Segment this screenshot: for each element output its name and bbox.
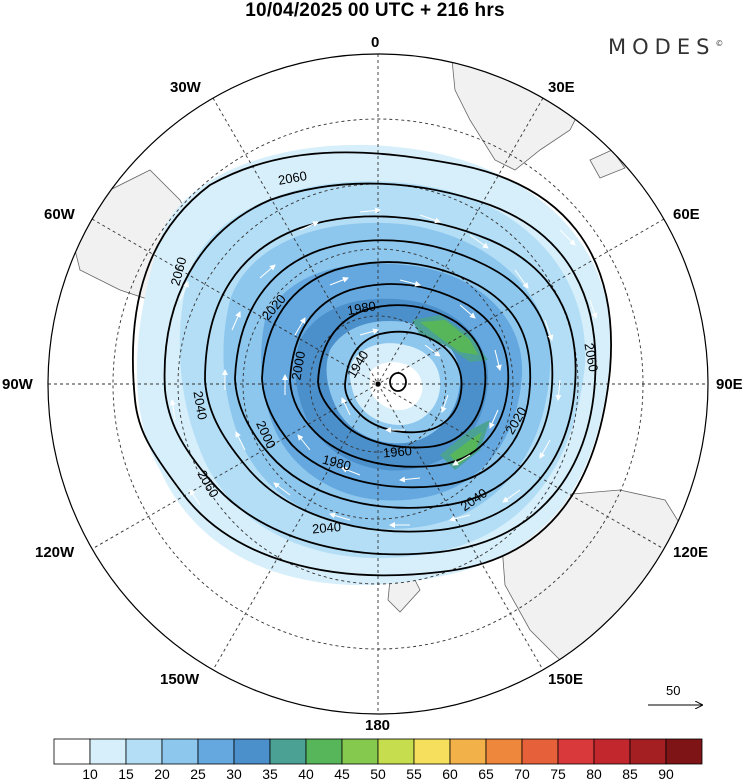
colorbar-label: 45 (334, 766, 350, 782)
contour-label: 1980 (346, 298, 377, 318)
shade-jet-45-a (420, 320, 478, 355)
lon-label-180: 180 (365, 717, 391, 734)
colorbar-swatch (341, 738, 379, 765)
colorbar-label: 50 (370, 766, 386, 782)
colorbar-label: 55 (406, 766, 422, 782)
lon-label-0: 0 (371, 34, 380, 51)
map-border (47, 53, 709, 715)
colorbar-label: 85 (622, 766, 638, 782)
brand-logo: MODES© (608, 35, 723, 59)
colorbar-swatch (125, 738, 163, 765)
colorbar-label: 10 (82, 766, 98, 782)
colorbar (53, 738, 703, 765)
contour-label: 1960 (382, 443, 412, 460)
colorbar-label: 15 (118, 766, 134, 782)
colorbar-swatch (305, 738, 343, 765)
lon-label-90w: 90W (2, 376, 33, 393)
lon-label-60e: 60E (673, 206, 700, 223)
colorbar-swatch (377, 738, 415, 765)
brand-text: MODES (608, 35, 716, 59)
colorbar-swatch (593, 738, 631, 765)
colorbar-label: 25 (190, 766, 206, 782)
colorbar-swatch (485, 738, 523, 765)
shade-core-10 (370, 362, 423, 411)
lon-label-30w: 30W (170, 79, 201, 96)
contour-label: 2060 (277, 168, 308, 188)
map-disk (48, 54, 708, 714)
colorbar-label: 60 (442, 766, 458, 782)
colorbar-swatch (413, 738, 451, 765)
colorbar-label: 90 (658, 766, 674, 782)
madagascar (589, 149, 626, 179)
colorbar-swatch (629, 738, 667, 765)
page-title: 10/04/2025 00 UTC + 216 hrs (245, 0, 505, 21)
height-contours (131, 151, 612, 577)
colorbar-label: 70 (514, 766, 530, 782)
colorbar-swatch (53, 738, 91, 765)
colorbar-swatch (665, 738, 703, 765)
contour-label: 2060 (581, 342, 601, 373)
lon-label-150w: 150W (160, 671, 200, 688)
contour-label: 2000 (288, 350, 308, 381)
lon-label-150e: 150E (548, 671, 584, 688)
colorbar-swatch (521, 738, 559, 765)
lon-label-120w: 120W (35, 544, 75, 561)
colorbar-label: 40 (298, 766, 314, 782)
colorbar-swatch (557, 738, 595, 765)
colorbar-label: 20 (154, 766, 170, 782)
colorbar-swatch (233, 738, 271, 765)
pole-marker (375, 381, 381, 387)
lon-label-90e: 90E (716, 376, 743, 393)
contour-label: 2060 (168, 255, 190, 287)
shade-jet-45-b (450, 432, 482, 465)
colorbar-swatch (161, 738, 199, 765)
lon-label-30e: 30E (548, 79, 575, 96)
colorbar-label: 35 (262, 766, 278, 782)
wind-speed-shading (136, 144, 611, 586)
colorbar-swatch (449, 738, 487, 765)
colorbar-label: 30 (226, 766, 242, 782)
lon-label-60w: 60W (44, 206, 75, 223)
contour-label: 1980 (321, 452, 353, 474)
reference-vector-label: 50 (666, 683, 681, 698)
colorbar-label: 65 (478, 766, 494, 782)
lon-label-120e: 120E (673, 544, 709, 561)
colorbar-label: 80 (586, 766, 602, 782)
colorbar-swatch (269, 738, 307, 765)
contour-label: 2040 (311, 519, 341, 536)
colorbar-swatch (197, 738, 235, 765)
colorbar-label: 75 (550, 766, 566, 782)
contour-label: 2040 (190, 390, 210, 421)
wind-vectors (169, 207, 598, 528)
colorbar-swatch (89, 738, 127, 765)
copyright-icon: © (715, 39, 724, 48)
